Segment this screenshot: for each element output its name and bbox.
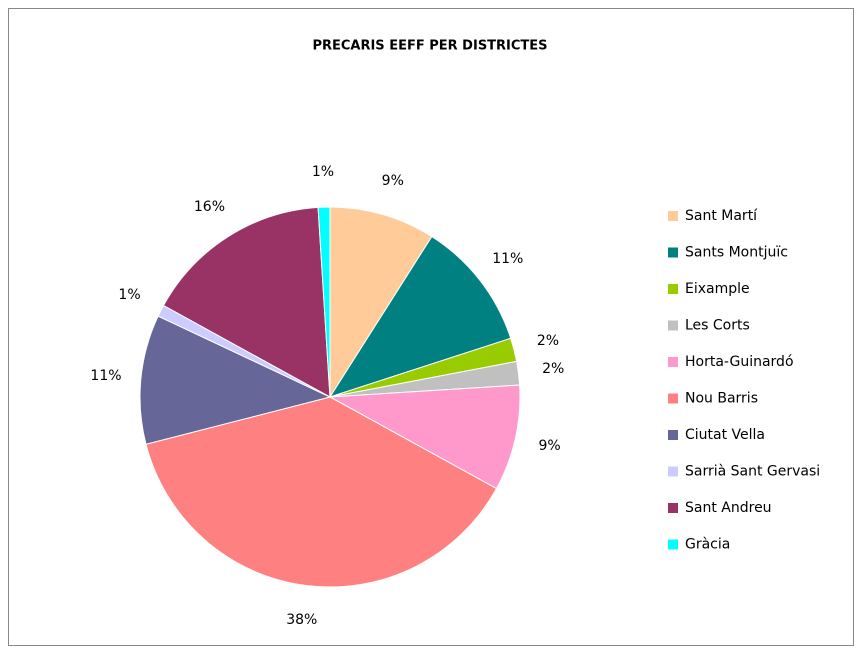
pie-slice [329,206,433,399]
pie-slice [139,315,332,445]
legend-label: Sants Montjuïc [685,245,788,261]
legend-swatch [668,430,678,440]
legend-swatch [668,466,678,477]
pie-slice [317,206,331,398]
legend-label: Gràcia [685,537,730,553]
legend-label: Eixample [685,281,750,297]
legend-label: Les Corts [685,318,750,334]
legend-swatch [668,539,678,550]
legend-swatch [668,247,678,258]
data-label: 38% [286,612,317,628]
data-label: 2% [542,361,564,377]
legend-swatch [668,211,678,221]
legend-label: Sant Andreu [685,500,772,516]
legend-swatch [668,284,678,294]
legend-label: Sarrià Sant Gervasi [685,464,820,480]
pie-slice [162,206,331,398]
legend-swatch [668,503,678,513]
data-label: 11% [90,368,121,384]
data-label: 9% [538,438,560,454]
pie-slice [328,384,521,490]
legend-label: Horta-Guinardó [685,354,794,370]
data-label: 1% [118,287,140,303]
data-label: 16% [194,199,225,215]
legend-swatch [668,357,678,367]
data-label: 9% [382,173,404,189]
pie-slice [328,235,512,398]
legend-swatch [668,320,678,331]
pie-slice [145,396,498,588]
data-label: 2% [537,333,559,349]
legend-label: Sant Martí [685,208,758,224]
data-label: 1% [312,164,334,180]
legend-label: Ciutat Vella [685,427,765,443]
legend-label: Nou Barris [685,391,758,407]
data-label: 11% [492,251,523,267]
chart-title: PRECARIS EEFF PER DISTRICTES [312,39,547,54]
legend-swatch [668,393,678,404]
